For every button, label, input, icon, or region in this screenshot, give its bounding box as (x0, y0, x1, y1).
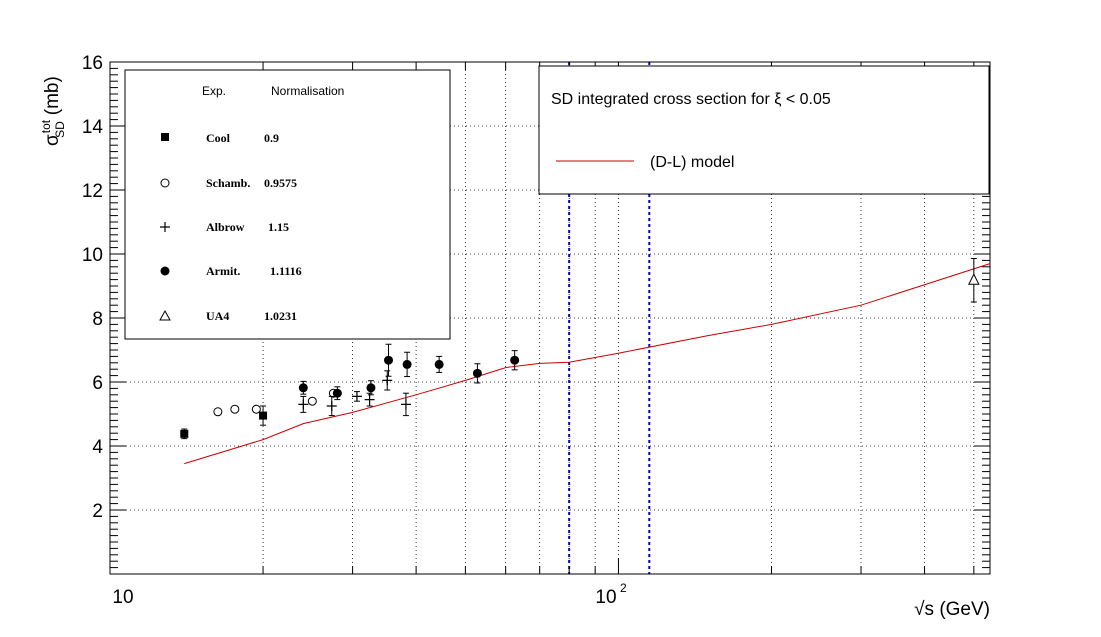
marker-open-circle (251, 404, 261, 414)
legend-exp-norm: 0.9 (264, 131, 279, 145)
y-tick-label: 2 (92, 501, 103, 522)
y-tick-label: 8 (92, 309, 103, 330)
marker-filled-circle (510, 355, 520, 365)
legend-model-box (538, 65, 990, 195)
y-tick-label: 10 (82, 245, 103, 266)
data-point-filled-square (180, 428, 189, 440)
data-point-filled-circle (384, 343, 394, 377)
legend-model: SD integrated cross section for ξ < 0.05… (538, 65, 990, 195)
data-point-plus (364, 392, 375, 407)
data-point-open-circle (213, 407, 223, 417)
data-point-open-circle (251, 404, 261, 414)
marker-plus (382, 375, 393, 386)
data-point-plus (326, 395, 337, 417)
legend-experiments: Exp. Normalisation Cool 0.9 Schamb. 0.95… (124, 69, 451, 340)
legend-exp-name: Schamb. (206, 176, 250, 190)
y-tick-label: 12 (82, 181, 103, 202)
y-tick-label: 16 (82, 53, 103, 74)
legend-exp-norm: 1.15 (268, 220, 289, 234)
marker-filled-circle (472, 368, 482, 378)
y-tick-label: 6 (92, 373, 103, 394)
y-tick-label: 4 (92, 437, 103, 458)
marker-plus (400, 399, 411, 410)
legend-marker-plus (160, 222, 170, 232)
legend-exp-name: Armit. (206, 264, 240, 278)
data-point-filled-circle (472, 363, 482, 384)
legend-header-exp: Exp. (202, 84, 226, 98)
svg-text:2: 2 (620, 581, 627, 595)
marker-filled-circle (402, 359, 412, 369)
marker-open-triangle (968, 273, 980, 285)
legend-model-line-label: (D-L) model (650, 154, 734, 171)
y-axis-title: σtotSD(mb) (39, 76, 67, 146)
data-point-filled-square (259, 405, 268, 426)
data-point-plus (298, 395, 309, 413)
x-tick-label-10: 10 (112, 587, 133, 608)
legend-exp-name: UA4 (206, 309, 229, 323)
legend-marker-open-circle (160, 178, 170, 188)
data-point-filled-circle (510, 350, 520, 371)
marker-plus (298, 399, 309, 410)
marker-filled-circle (434, 359, 444, 369)
legend-marker-filled-square (161, 133, 169, 141)
marker-filled-circle (366, 383, 376, 393)
marker-open-circle (230, 404, 240, 414)
legend-marker-open-triangle (159, 309, 171, 321)
model-line-dl (184, 263, 991, 465)
legend-model-title: SD integrated cross section for ξ < 0.05 (551, 91, 831, 108)
marker-filled-square (180, 429, 189, 438)
legend-exp-norm: 0.9575 (264, 176, 297, 190)
y-tick-label: 14 (82, 117, 104, 138)
marker-plus (351, 391, 362, 402)
marker-filled-circle (384, 355, 394, 365)
data-point-filled-circle (434, 355, 444, 373)
y-tick-labels: 2 4 6 8 10 12 14 16 (82, 53, 104, 522)
marker-plus (326, 401, 337, 411)
legend-exp-name: Cool (206, 131, 231, 145)
data-point-filled-circle (332, 386, 342, 401)
legend-header-norm: Normalisation (271, 84, 344, 98)
legend-exp-norm: 1.0231 (264, 309, 297, 323)
data-point-plus (351, 391, 362, 402)
x-tick-label-100: 10 2 (595, 581, 627, 608)
data-markers (180, 257, 980, 440)
marker-open-circle (213, 407, 223, 417)
marker-plus (364, 394, 375, 405)
svg-text:10: 10 (595, 587, 616, 608)
data-point-plus (382, 370, 393, 391)
data-point-filled-circle (402, 351, 412, 378)
data-point-filled-circle (298, 380, 308, 395)
marker-open-circle (307, 396, 317, 406)
data-point-filled-circle (366, 380, 376, 396)
data-point-open-circle (307, 396, 317, 406)
legend-exp-norm: 1.1116 (270, 264, 302, 278)
x-axis-title: √s (GeV) (914, 599, 990, 620)
legend-exp-name: Albrow (206, 220, 245, 234)
data-point-open-circle (230, 404, 240, 414)
legend-marker-filled-circle (160, 266, 170, 276)
marker-filled-square (259, 411, 268, 420)
marker-filled-circle (298, 383, 308, 393)
model-curve (184, 263, 991, 465)
data-point-plus (400, 392, 411, 417)
marker-filled-circle (332, 388, 342, 398)
legend-experiments-box (124, 69, 451, 340)
data-point-open-triangle (968, 257, 980, 303)
